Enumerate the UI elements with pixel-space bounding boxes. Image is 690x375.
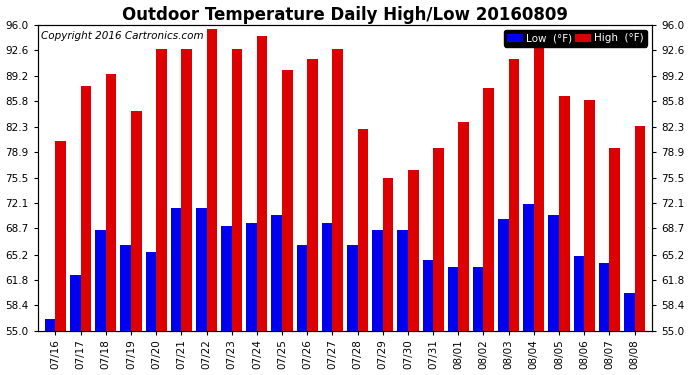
Bar <box>81 86 91 330</box>
Bar <box>599 264 609 330</box>
Bar <box>509 58 520 330</box>
Bar <box>549 215 559 330</box>
Bar <box>534 44 544 330</box>
Bar <box>458 122 469 330</box>
Bar <box>498 219 509 330</box>
Bar <box>624 293 635 330</box>
Bar <box>131 111 141 330</box>
Title: Outdoor Temperature Daily High/Low 20160809: Outdoor Temperature Daily High/Low 20160… <box>122 6 568 24</box>
Bar <box>422 260 433 330</box>
Bar <box>307 58 318 330</box>
Bar <box>383 178 393 330</box>
Bar <box>297 245 307 330</box>
Bar <box>181 49 192 330</box>
Bar <box>70 274 81 330</box>
Bar <box>156 49 167 330</box>
Bar <box>433 148 444 330</box>
Bar <box>584 100 595 330</box>
Bar <box>170 208 181 330</box>
Bar <box>484 88 494 330</box>
Bar <box>347 245 357 330</box>
Bar <box>473 267 484 330</box>
Bar <box>246 222 257 330</box>
Bar <box>282 70 293 330</box>
Bar <box>55 141 66 330</box>
Bar <box>322 222 333 330</box>
Bar <box>408 170 419 330</box>
Bar <box>196 208 206 330</box>
Text: Copyright 2016 Cartronics.com: Copyright 2016 Cartronics.com <box>41 31 204 41</box>
Bar <box>106 74 117 330</box>
Bar <box>397 230 408 330</box>
Bar <box>635 126 645 330</box>
Bar <box>523 204 534 330</box>
Legend: Low  (°F), High  (°F): Low (°F), High (°F) <box>504 30 647 46</box>
Bar <box>206 29 217 330</box>
Bar <box>357 129 368 330</box>
Bar <box>232 49 242 330</box>
Bar <box>95 230 106 330</box>
Bar <box>221 226 232 330</box>
Bar <box>146 252 156 330</box>
Bar <box>559 96 569 330</box>
Bar <box>271 215 282 330</box>
Bar <box>121 245 131 330</box>
Bar <box>372 230 383 330</box>
Bar <box>448 267 458 330</box>
Bar <box>573 256 584 330</box>
Bar <box>333 49 343 330</box>
Bar <box>45 320 55 330</box>
Bar <box>609 148 620 330</box>
Bar <box>257 36 268 330</box>
